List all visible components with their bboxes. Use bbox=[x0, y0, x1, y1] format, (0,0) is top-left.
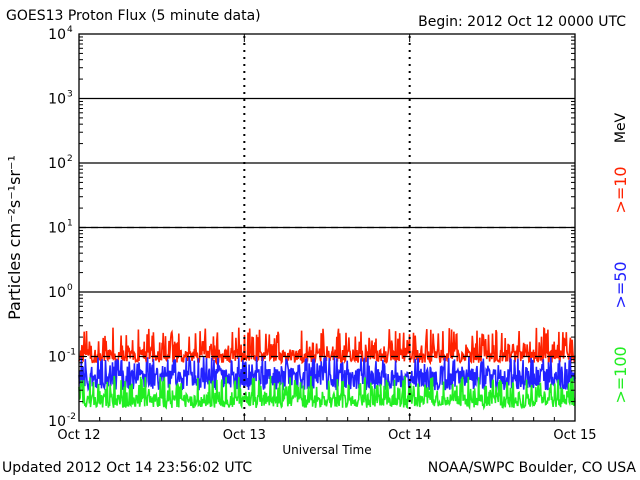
x-tick-label-0: Oct 12 bbox=[57, 428, 100, 443]
series-line-2 bbox=[78, 375, 576, 411]
y-tick-label-1: 10 bbox=[48, 350, 66, 366]
y-axis-label: Particles cm⁻²s⁻¹sr⁻¹ bbox=[5, 155, 24, 320]
legend-label-2: >=100 bbox=[611, 346, 630, 403]
data-source: NOAA/SWPC Boulder, CO USA bbox=[427, 460, 636, 476]
y-tick-label-2: 10 bbox=[48, 285, 66, 301]
x-tick-label-1: Oct 13 bbox=[223, 428, 266, 443]
y-tick-label-4: 10 bbox=[48, 156, 66, 172]
y-tick-exponent-5: 3 bbox=[67, 90, 73, 100]
y-tick-exponent-6: 4 bbox=[67, 25, 73, 35]
y-tick-exponent-4: 2 bbox=[67, 154, 73, 164]
x-tick-label-2: Oct 14 bbox=[388, 428, 431, 443]
begin-time: Begin: 2012 Oct 12 0000 UTC bbox=[418, 14, 626, 30]
y-tick-exponent-1: -1 bbox=[67, 348, 76, 358]
y-tick-label-6: 10 bbox=[48, 27, 66, 43]
chart-title: GOES13 Proton Flux (5 minute data) bbox=[6, 8, 261, 24]
y-tick-label-5: 10 bbox=[48, 92, 66, 108]
y-tick-label-0: 10 bbox=[48, 414, 66, 430]
legend-label-1: >=50 bbox=[611, 261, 630, 308]
unit-label: MeV bbox=[613, 112, 629, 143]
x-axis-label: Universal Time bbox=[282, 443, 371, 457]
y-tick-exponent-0: -2 bbox=[67, 412, 76, 422]
updated-time: Updated 2012 Oct 14 23:56:02 UTC bbox=[2, 460, 253, 476]
y-tick-exponent-3: 1 bbox=[67, 219, 73, 229]
y-tick-exponent-2: 0 bbox=[67, 283, 73, 293]
legend-label-0: >=10 bbox=[611, 166, 630, 213]
series-line-0 bbox=[78, 326, 576, 366]
y-tick-label-3: 10 bbox=[48, 221, 66, 237]
x-tick-label-3: Oct 15 bbox=[553, 428, 596, 443]
